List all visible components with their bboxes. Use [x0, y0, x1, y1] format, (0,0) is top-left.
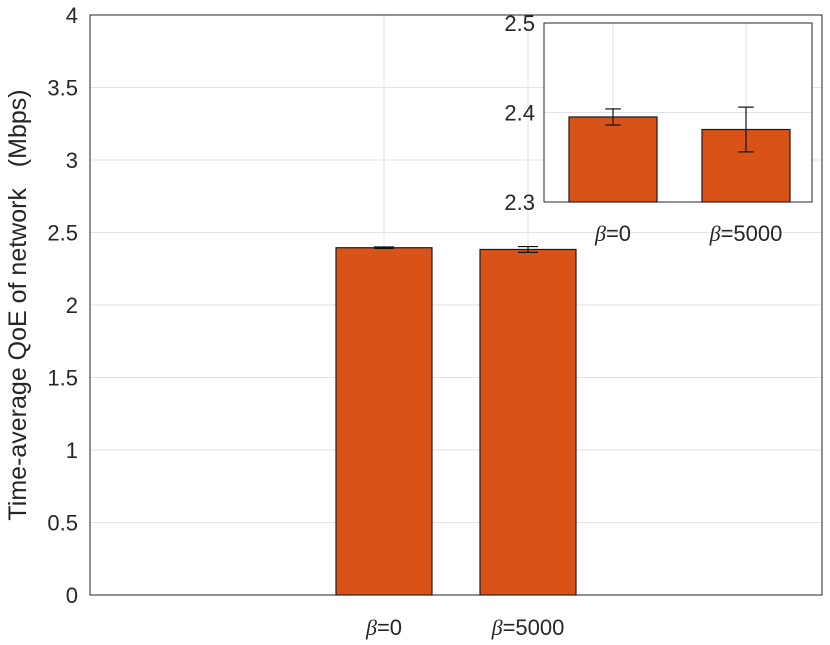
main-category-label: β=5000: [491, 615, 565, 640]
inset-y-tick-label: 2.4: [504, 101, 535, 126]
main-y-tick-label: 3.5: [47, 76, 78, 101]
category-value: =0: [377, 615, 402, 640]
inset-error-bars: [605, 106, 754, 153]
inset-category-label: β=0: [594, 221, 631, 246]
main-bar: [479, 248, 577, 596]
main-bar: [335, 247, 433, 596]
beta-symbol: β: [491, 615, 503, 640]
main-y-tick-label: 0: [66, 583, 78, 608]
main-y-tick-labels: 0 0.5 1 1.5 2 2.5 3 3.5 4: [47, 3, 78, 608]
category-value: =0: [606, 221, 631, 246]
inset-y-tick-label: 2.3: [504, 190, 535, 215]
category-value: =5000: [503, 615, 565, 640]
main-y-tick-label: 2.5: [47, 221, 78, 246]
beta-symbol: β: [365, 615, 377, 640]
main-y-tick-label: 4: [66, 3, 78, 28]
main-y-tick-label: 1.5: [47, 366, 78, 391]
inset-bars: [568, 116, 791, 203]
main-plot-frame: [89, 14, 823, 596]
main-y-tick-label: 3: [66, 148, 78, 173]
beta-symbol: β: [709, 221, 721, 246]
inset-y-tick-label: 2.5: [504, 11, 535, 36]
main-category-labels: β=0 β=5000: [365, 615, 564, 640]
main-category-label: β=0: [365, 615, 402, 640]
beta-symbol: β: [594, 221, 606, 246]
main-bars: [335, 247, 577, 596]
main-y-tick-label: 0.5: [47, 511, 78, 536]
main-y-tick-label: 2: [66, 293, 78, 318]
inset-plot-frame: [543, 22, 813, 203]
inset-y-tick-labels: 2.3 2.4 2.5: [504, 11, 535, 215]
main-error-bars: [374, 245, 538, 253]
category-value: =5000: [721, 221, 783, 246]
main-y-tick-label: 1: [66, 438, 78, 463]
inset-bar: [568, 116, 658, 203]
y-axis-label: Time-average QoE of network (Mbps): [4, 89, 32, 520]
inset-category-labels: β=0 β=5000: [594, 221, 782, 246]
inset-category-label: β=5000: [709, 221, 783, 246]
